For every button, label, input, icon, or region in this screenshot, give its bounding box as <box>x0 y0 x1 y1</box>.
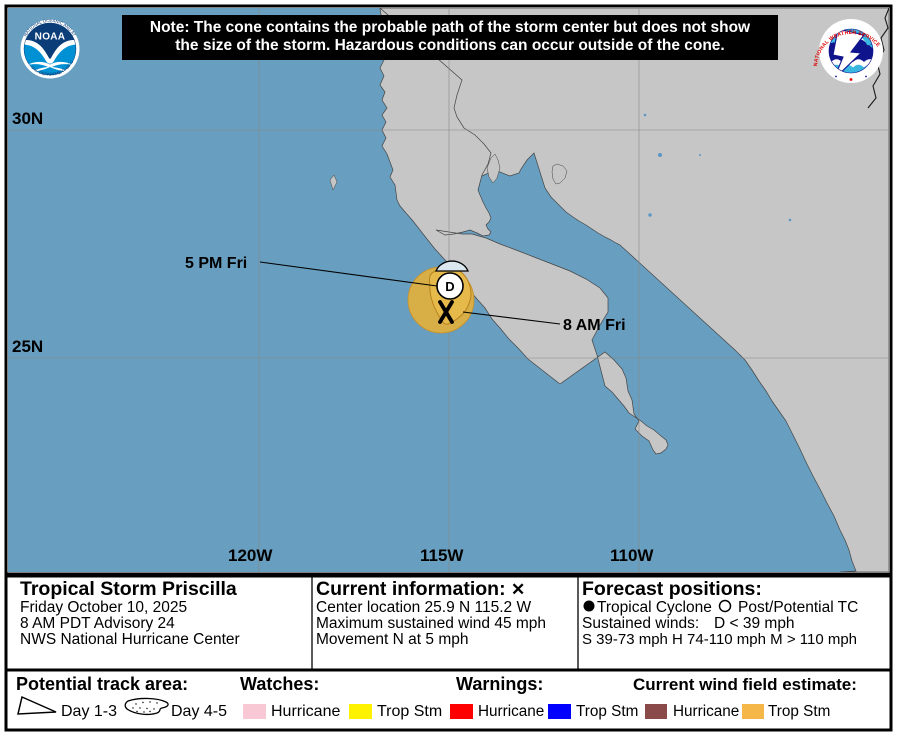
svg-text:Day 4-5: Day 4-5 <box>171 703 227 720</box>
svg-text:Watches:: Watches: <box>240 674 319 694</box>
svg-text:D: D <box>445 279 454 294</box>
svg-text:Hurricane: Hurricane <box>271 703 340 720</box>
svg-text:Note: The cone contains the pr: Note: The cone contains the probable pat… <box>150 19 751 36</box>
svg-text:25N: 25N <box>12 337 43 356</box>
svg-text:Post/Potential TC: Post/Potential TC <box>738 599 858 616</box>
svg-text:Day 1-3: Day 1-3 <box>61 703 117 720</box>
svg-text:Friday October 10, 2025: Friday October 10, 2025 <box>20 599 187 616</box>
svg-text:Sustained winds:: Sustained winds: <box>582 615 699 632</box>
svg-text:8 AM Fri: 8 AM Fri <box>563 317 626 334</box>
svg-text:Hurricane: Hurricane <box>478 703 544 720</box>
svg-text:Potential track area:: Potential track area: <box>16 674 188 694</box>
svg-text:5 PM Fri: 5 PM Fri <box>185 255 247 272</box>
svg-text:120W: 120W <box>228 546 273 565</box>
svg-text:Current information: ✕: Current information: ✕ <box>316 578 525 600</box>
svg-text:8 AM PDT Advisory 24: 8 AM PDT Advisory 24 <box>20 615 175 632</box>
svg-text:Forecast positions:: Forecast positions: <box>582 578 762 600</box>
svg-text:Tropical Storm Priscilla: Tropical Storm Priscilla <box>20 578 237 600</box>
svg-text:NOAA: NOAA <box>35 32 66 43</box>
svg-text:115W: 115W <box>420 546 464 565</box>
svg-text:S 39-73 mph H 74-110 mph M >: S 39-73 mph H 74-110 mph M > 110 mph <box>582 631 857 648</box>
svg-text:Center location 25.9 N 115.2 W: Center location 25.9 N 115.2 W <box>316 599 531 616</box>
svg-text:Tropical Cyclone: Tropical Cyclone <box>597 599 712 616</box>
svg-text:30N: 30N <box>12 109 43 128</box>
svg-text:Warnings:: Warnings: <box>456 674 543 694</box>
svg-text:Maximum sustained wind 45 mph: Maximum sustained wind 45 mph <box>316 615 546 632</box>
svg-text:Trop Stm: Trop Stm <box>576 703 638 720</box>
svg-text:the size of the storm. Hazardo: the size of the storm. Hazardous conditi… <box>175 37 724 54</box>
svg-text:110W: 110W <box>610 546 654 565</box>
svg-text:Trop Stm: Trop Stm <box>377 703 442 720</box>
svg-text:Trop Stm: Trop Stm <box>768 703 830 720</box>
svg-text:D < 39 mph: D < 39 mph <box>714 615 795 632</box>
svg-text:Movement N at 5 mph: Movement N at 5 mph <box>316 631 468 648</box>
svg-text:NWS National Hurricane Center: NWS National Hurricane Center <box>20 631 240 648</box>
svg-text:Hurricane: Hurricane <box>673 703 739 720</box>
svg-text:Current wind field estimate:: Current wind field estimate: <box>633 675 857 694</box>
